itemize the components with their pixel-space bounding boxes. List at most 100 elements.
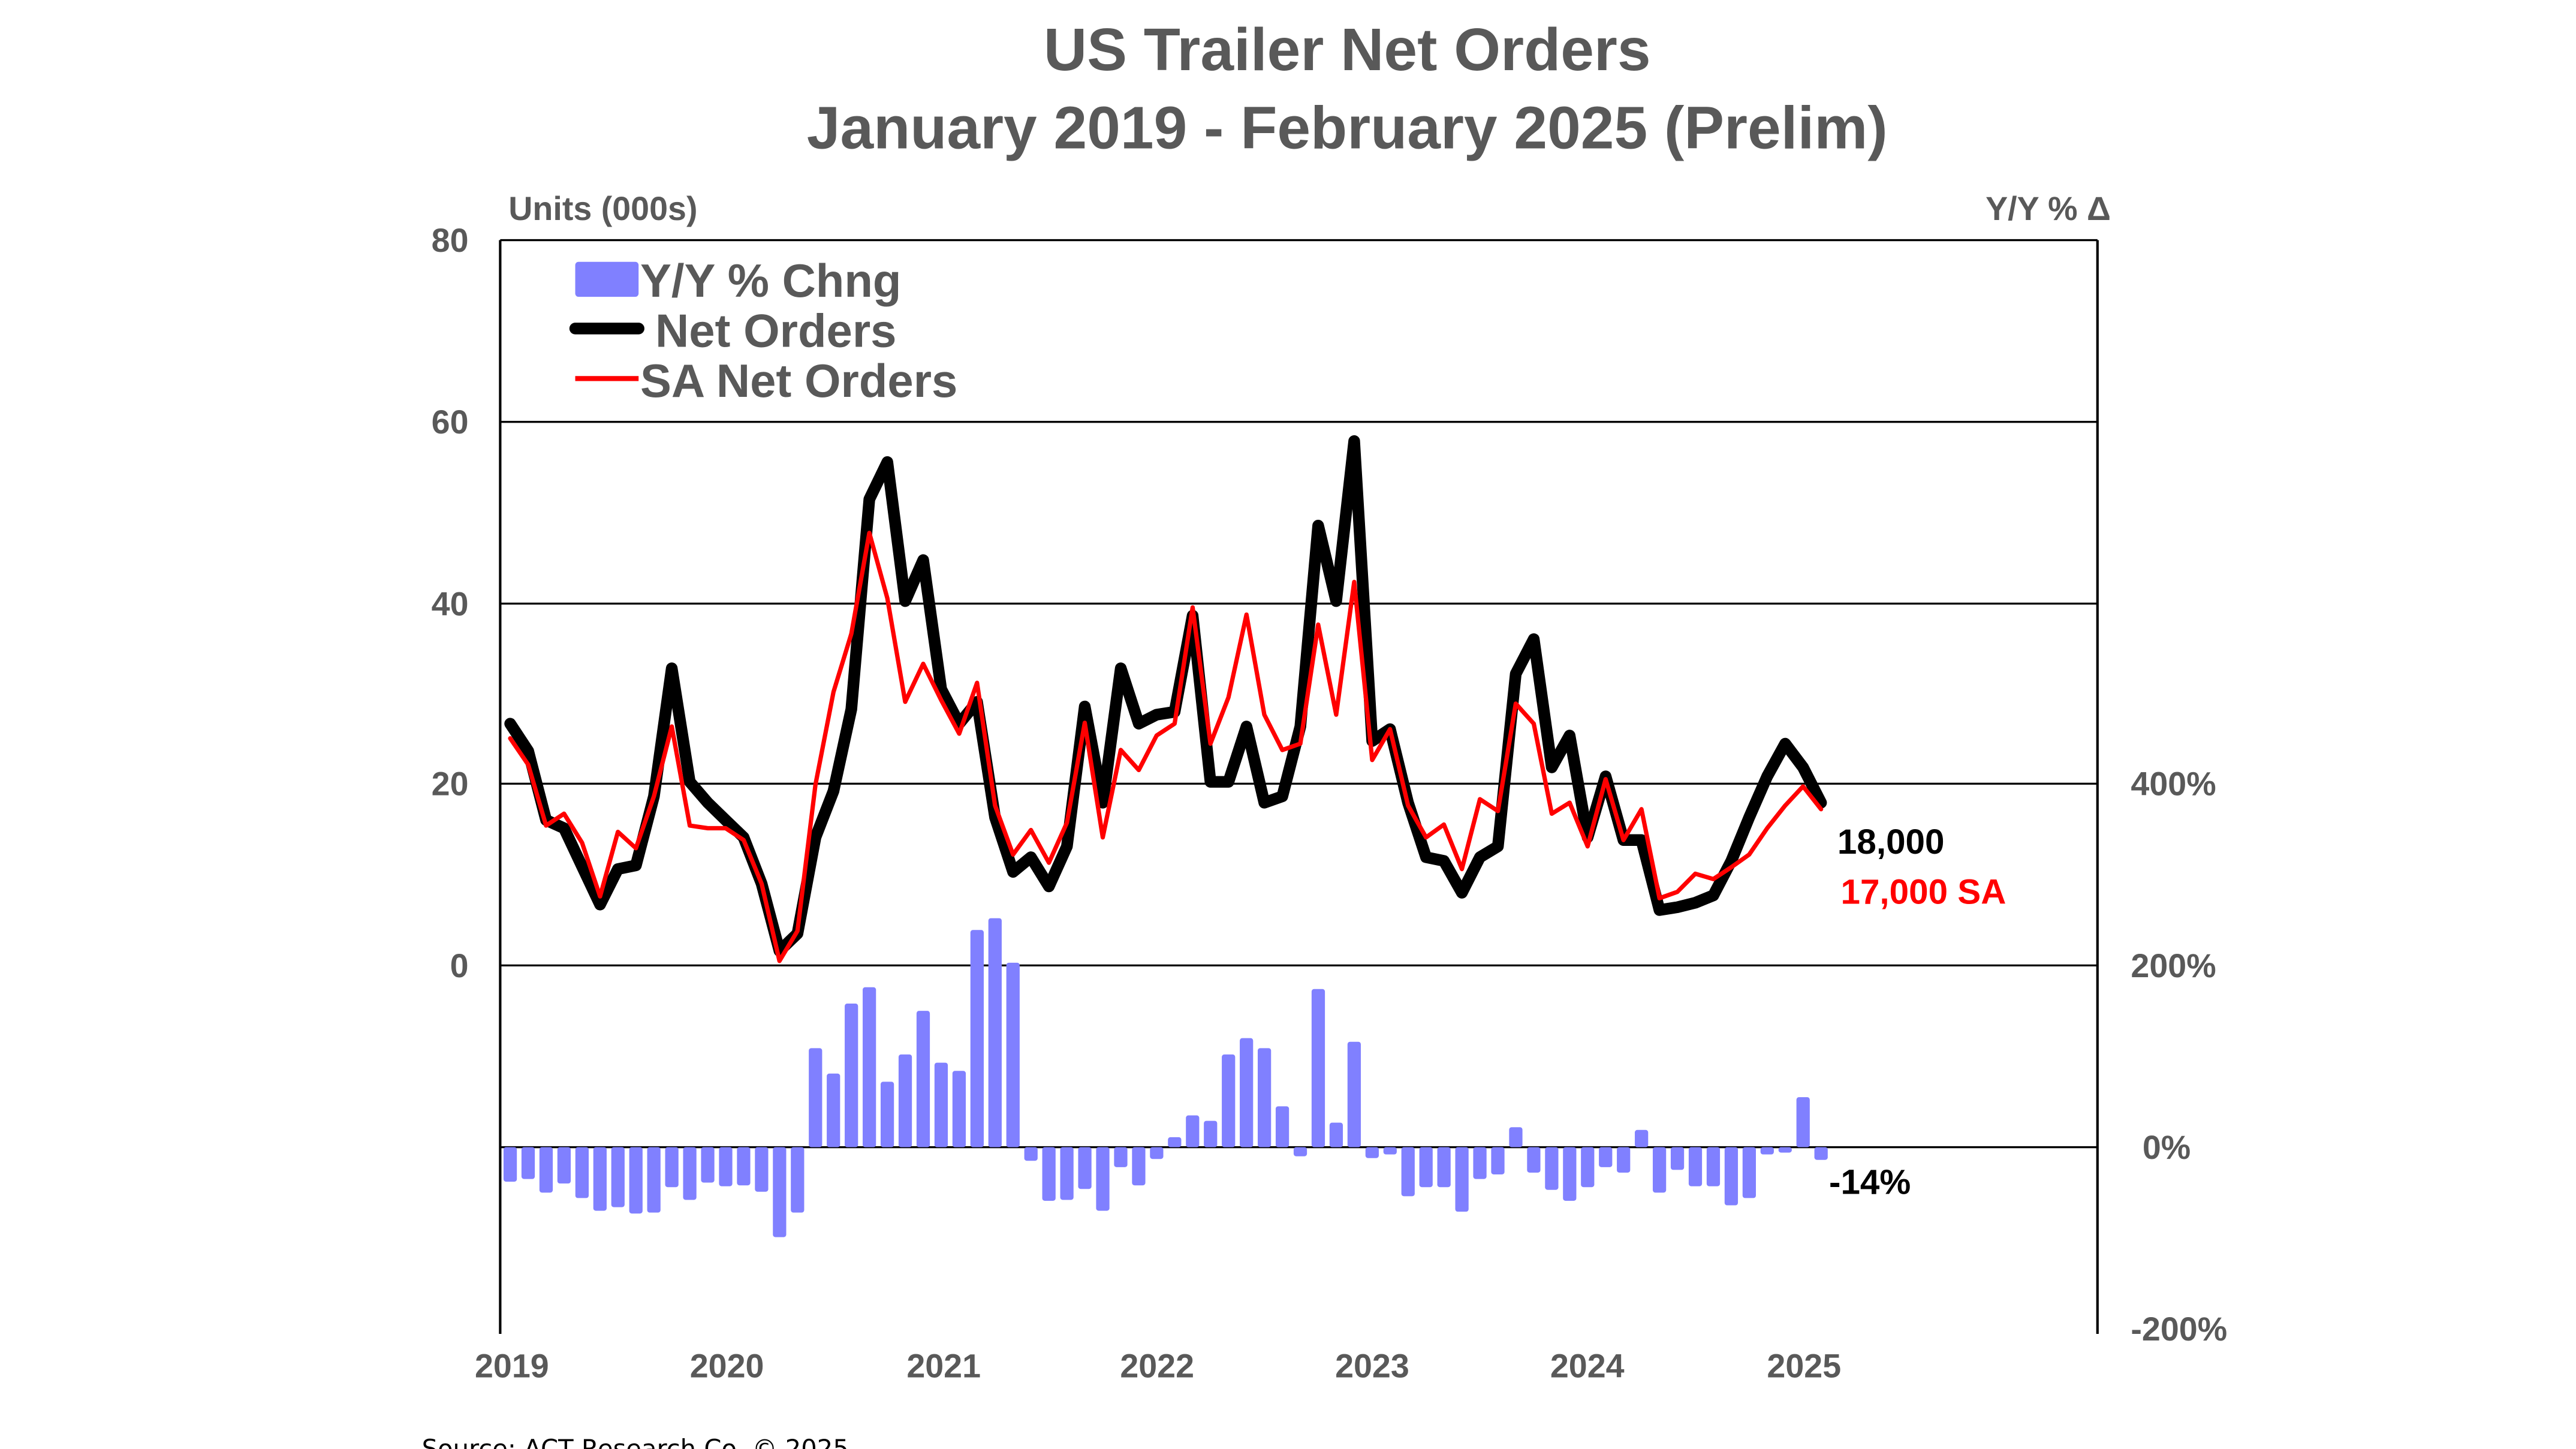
yy-bar	[1150, 1147, 1164, 1159]
yy-bar	[1168, 1137, 1182, 1147]
x-tick-label: 2021	[906, 1347, 981, 1384]
yy-bar	[755, 1147, 769, 1192]
x-tick-label: 2025	[1767, 1347, 1841, 1384]
left-tick-label: 40	[432, 585, 469, 622]
yy-bar	[1006, 962, 1020, 1147]
yy-bar	[880, 1082, 894, 1147]
yy-bar	[1796, 1097, 1810, 1147]
yy-bar	[1778, 1147, 1792, 1153]
yy-bar	[1760, 1147, 1774, 1155]
sa-net-orders-line	[508, 531, 1824, 963]
yy-bar	[1132, 1147, 1146, 1186]
yy-bar	[521, 1147, 535, 1179]
yy-bar	[791, 1147, 805, 1213]
yy-bar	[629, 1147, 643, 1214]
yy-bar	[1670, 1147, 1685, 1170]
yy-bar	[1078, 1147, 1092, 1189]
yy-bar	[1186, 1115, 1200, 1147]
yy-bar	[970, 930, 984, 1147]
yy-bar	[1545, 1147, 1559, 1190]
x-tick-label: 2023	[1335, 1347, 1409, 1384]
yy-bar	[701, 1147, 715, 1183]
yy-bar	[809, 1048, 822, 1147]
yy-bar	[1275, 1106, 1289, 1147]
right-ticks: 400% 200% 0% -200%	[2131, 766, 2227, 1348]
yy-bar	[988, 918, 1002, 1147]
yy-bar	[1329, 1122, 1343, 1147]
yy-latest-label: -14%	[1829, 1162, 1911, 1201]
yy-bar	[1652, 1147, 1667, 1193]
yy-bar	[1635, 1129, 1649, 1147]
yy-bar	[952, 1071, 966, 1147]
yy-bar	[1096, 1147, 1110, 1211]
yy-bar	[1599, 1147, 1613, 1167]
net-orders-latest-label: 18,000	[1837, 823, 1945, 861]
yy-bar	[683, 1147, 697, 1200]
legend: Y/Y % Chng Net Orders SA Net Orders	[569, 255, 957, 407]
left-ticks: 80 60 40 20 0	[432, 222, 469, 984]
legend-swatch-yy	[575, 261, 639, 297]
right-tick-label: 200%	[2131, 947, 2216, 984]
yy-bar	[539, 1147, 553, 1193]
yy-bar	[773, 1147, 787, 1237]
x-tick-label: 2020	[690, 1347, 764, 1384]
yy-bar	[1688, 1147, 1703, 1186]
sa-latest-label: 17,000 SA	[1840, 872, 2006, 911]
yy-bar	[611, 1147, 625, 1207]
yy-bar	[863, 987, 876, 1147]
left-axis-title: Units (000s)	[508, 190, 697, 227]
yy-bar	[934, 1062, 948, 1147]
yy-bar	[1527, 1147, 1541, 1173]
yy-bar	[1204, 1120, 1218, 1147]
left-tick-label: 0	[450, 947, 469, 984]
source-note: Source: ACT Research Co. © 2025	[422, 1434, 849, 1449]
yy-bar	[1509, 1127, 1523, 1147]
yy-bar	[1706, 1147, 1721, 1186]
yy-bar	[1222, 1054, 1236, 1147]
right-tick-label: 400%	[2131, 766, 2216, 803]
yy-bar	[1455, 1147, 1469, 1212]
legend-label-yy: Y/Y % Chng	[640, 255, 902, 307]
left-tick-label: 20	[432, 766, 469, 803]
yy-bar	[1257, 1048, 1272, 1147]
yy-bar	[916, 1011, 930, 1147]
yy-bar	[1617, 1147, 1631, 1173]
yy-bar	[845, 1004, 858, 1147]
net-orders-line	[504, 435, 1827, 957]
yy-bar	[1060, 1147, 1074, 1200]
yy-bar	[898, 1054, 912, 1147]
yy-bar	[1814, 1147, 1828, 1160]
legend-label-sa: SA Net Orders	[640, 355, 957, 407]
yy-bar	[1347, 1041, 1361, 1147]
x-ticks: 2019 2020 2021 2022 2023 2024 2025	[475, 1347, 1841, 1384]
yy-bar	[737, 1147, 751, 1186]
yy-bar	[665, 1147, 679, 1188]
yy-bar	[827, 1073, 840, 1147]
yy-bar	[647, 1147, 661, 1213]
right-tick-label: 0%	[2143, 1129, 2191, 1166]
yy-bar	[1042, 1147, 1056, 1201]
yy-bar	[1473, 1147, 1487, 1179]
left-tick-label: 80	[432, 222, 469, 259]
yy-bar	[1024, 1147, 1038, 1161]
yy-bar	[719, 1147, 733, 1186]
yy-bar	[1581, 1147, 1595, 1188]
yy-bar	[1437, 1147, 1451, 1188]
yy-bar	[575, 1147, 589, 1198]
right-tick-label: -200%	[2131, 1311, 2227, 1348]
x-tick-label: 2022	[1120, 1347, 1194, 1384]
right-axis-title: Y/Y % Δ	[1986, 190, 2111, 227]
x-tick-label: 2024	[1550, 1347, 1625, 1384]
x-tick-label: 2019	[475, 1347, 549, 1384]
yy-bar	[1401, 1147, 1415, 1197]
yy-bar	[1240, 1038, 1254, 1147]
yy-bar	[1563, 1147, 1577, 1201]
yy-bar	[1293, 1147, 1307, 1156]
chart-title: US Trailer Net Orders	[1044, 16, 1651, 83]
yy-bar	[1724, 1147, 1739, 1206]
yy-bar	[593, 1147, 607, 1211]
line-series	[504, 435, 1827, 963]
legend-label-net: Net Orders	[655, 305, 896, 357]
yy-bar	[1114, 1147, 1128, 1167]
